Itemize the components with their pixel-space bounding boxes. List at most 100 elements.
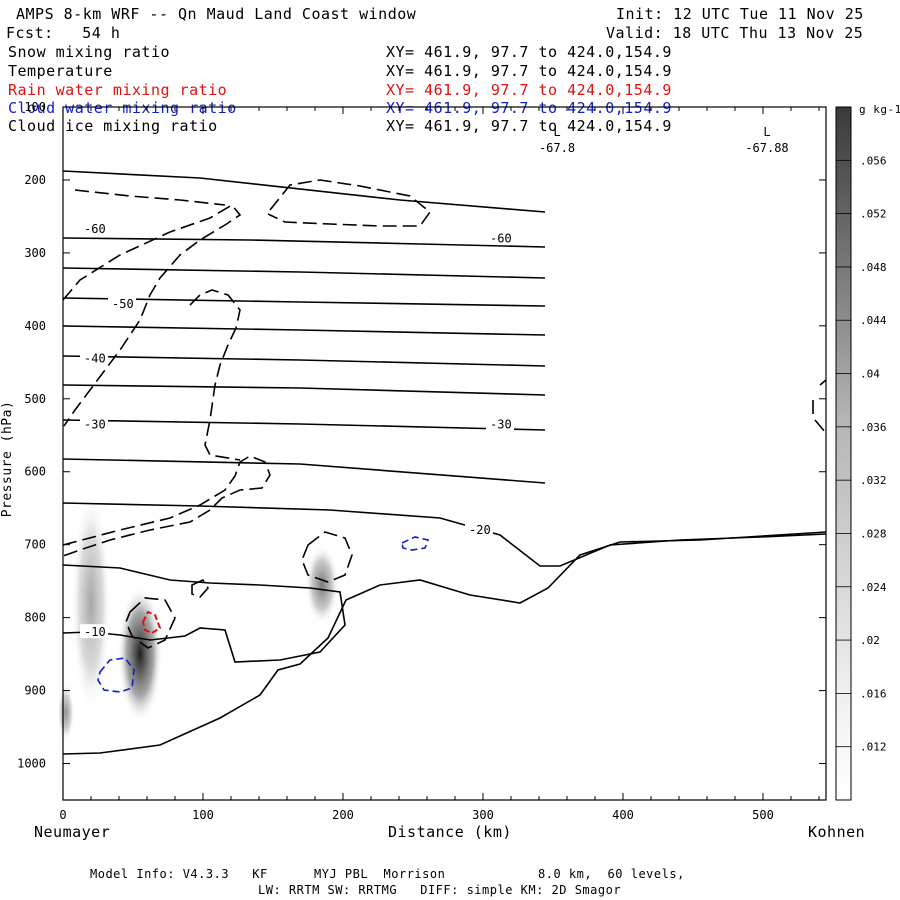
low-letter: L: [553, 125, 560, 139]
valid-time: Valid: 18 UTC Thu 13 Nov 25: [606, 24, 864, 42]
temperature-labels: -60 -60 -50 -40 -30 -30 -20 -10: [80, 220, 514, 639]
init-time: Init: 12 UTC Tue 11 Nov 25: [616, 5, 864, 23]
label-mask: [465, 522, 493, 537]
y-tick-label: 900: [24, 684, 46, 698]
rain-contours: [141, 610, 162, 635]
field-cloudwater-xy: XY= 461.9, 97.7 to 424.0,154.9: [386, 99, 672, 117]
isotherm-label: -20: [469, 523, 491, 537]
y-tick-label: 300: [24, 246, 46, 260]
x-axis-title: Distance (km): [388, 823, 512, 841]
colorbar-label: .048: [860, 261, 887, 274]
isotherm: [62, 458, 546, 484]
y-tick-label: 200: [24, 173, 46, 187]
x-tick-label: 100: [192, 808, 214, 822]
y-tick-label: 500: [24, 392, 46, 406]
y-tick-label: 800: [24, 611, 46, 625]
label-mask: [80, 220, 108, 235]
y-tick-label: 700: [24, 538, 46, 552]
isotherm: [62, 531, 827, 755]
isotherm: [62, 355, 546, 367]
y-axis-title: Pressure (hPa): [0, 400, 15, 518]
isotherm: [62, 297, 546, 307]
colorbar-label: .016: [860, 687, 887, 700]
snow-shading: [57, 493, 339, 742]
colorbar: [835, 106, 852, 801]
field-rain-label: Rain water mixing ratio: [8, 81, 228, 99]
snow-contour: [62, 203, 242, 427]
cloud-water-contour: [97, 657, 135, 693]
colorbar-ticks: .012 .016 .02 .024 .028 .032 .036 .04 .044 .048 .0…: [836, 154, 887, 754]
right-endpoint-label: Kohnen: [808, 823, 866, 841]
model-info: Model Info: V4.3.3 KF MYJ PBL Morrison 8…: [90, 867, 685, 881]
isotherm: [62, 502, 827, 567]
isotherm: [62, 564, 346, 663]
isotherm: [62, 419, 546, 431]
x-axis: 0 100 200 300 400 500: [59, 107, 820, 822]
y-tick-label: 1000: [17, 757, 46, 771]
label-mask: [486, 230, 514, 245]
label-mask: [80, 624, 108, 639]
colorbar-label: .052: [860, 208, 887, 221]
low-letter: L: [763, 125, 770, 139]
isotherm-label: -60: [84, 222, 106, 236]
field-rain-xy: XY= 461.9, 97.7 to 424.0,154.9: [386, 81, 672, 99]
isotherm-label: -30: [490, 417, 512, 431]
y-tick-label: 400: [24, 319, 46, 333]
snow-blob: [71, 493, 111, 713]
left-endpoint-label: Neumayer: [34, 823, 111, 841]
low-value: -67.88: [745, 141, 788, 155]
temperature-contours: [62, 170, 827, 755]
x-tick-label: 0: [59, 808, 66, 822]
model-info-2: LW: RRTM SW: RRTMG DIFF: simple KM: 2D S…: [258, 883, 622, 897]
isotherm: [62, 325, 546, 336]
rain-contour: [141, 610, 162, 635]
isotherm: [62, 237, 546, 248]
field-temperature-xy: XY= 461.9, 97.7 to 424.0,154.9: [386, 62, 672, 80]
isotherm-label: -60: [490, 231, 512, 245]
isotherm: [62, 384, 546, 396]
label-mask: [80, 416, 108, 431]
isotherm: [62, 267, 546, 279]
low-value: -67.8: [539, 141, 575, 155]
field-cloudice-xy: XY= 461.9, 97.7 to 424.0,154.9: [386, 117, 672, 135]
field-snow-label: Snow mixing ratio: [8, 43, 171, 61]
colorbar-label: .056: [860, 154, 887, 167]
field-cloudwater-label: Cloud water mixing ratio: [8, 99, 237, 117]
isotherm-label: -30: [84, 417, 106, 431]
snow-contour: [62, 455, 271, 557]
colorbar-label: .012: [860, 741, 887, 754]
snow-contour: [267, 179, 432, 227]
isotherm-label: -50: [112, 297, 134, 311]
snow-contour: [812, 379, 827, 433]
label-mask: [80, 350, 108, 365]
snow-contour: [301, 531, 353, 583]
colorbar-label: .04: [860, 368, 880, 381]
field-snow-xy: XY= 461.9, 97.7 to 424.0,154.9: [386, 43, 672, 61]
plot-frame: [62, 106, 827, 801]
snow-contour: [189, 289, 241, 461]
isotherm: [62, 170, 546, 213]
cloud-water-contour: [401, 536, 430, 551]
field-cloudice-label: Cloud ice mixing ratio: [8, 117, 218, 135]
x-tick-label: 300: [472, 808, 494, 822]
x-tick-label: 200: [332, 808, 354, 822]
colorbar-label: .036: [860, 421, 887, 434]
field-temperature-label: Temperature: [8, 62, 113, 80]
y-axis: 100 200 300 400 500 600 700 800 900 1000: [17, 100, 826, 771]
y-tick-label: 100: [24, 100, 46, 114]
colorbar-label: .044: [860, 314, 887, 327]
snow-blob: [305, 544, 339, 625]
colorbar-label: .024: [860, 581, 887, 594]
snow-contours: [62, 179, 827, 649]
colorbar-label: .032: [860, 474, 887, 487]
snow-blob: [117, 584, 163, 724]
label-mask: [486, 416, 514, 431]
cloud-water-contours: [97, 536, 430, 693]
forecast-hour: Fcst: 54 h: [6, 24, 121, 42]
colorbar-label: .02: [860, 634, 880, 647]
label-mask: [108, 295, 136, 310]
low-markers: L -67.8 L -67.88: [539, 125, 789, 155]
y-tick-label: 600: [24, 465, 46, 479]
isotherm-label: -10: [84, 625, 106, 639]
